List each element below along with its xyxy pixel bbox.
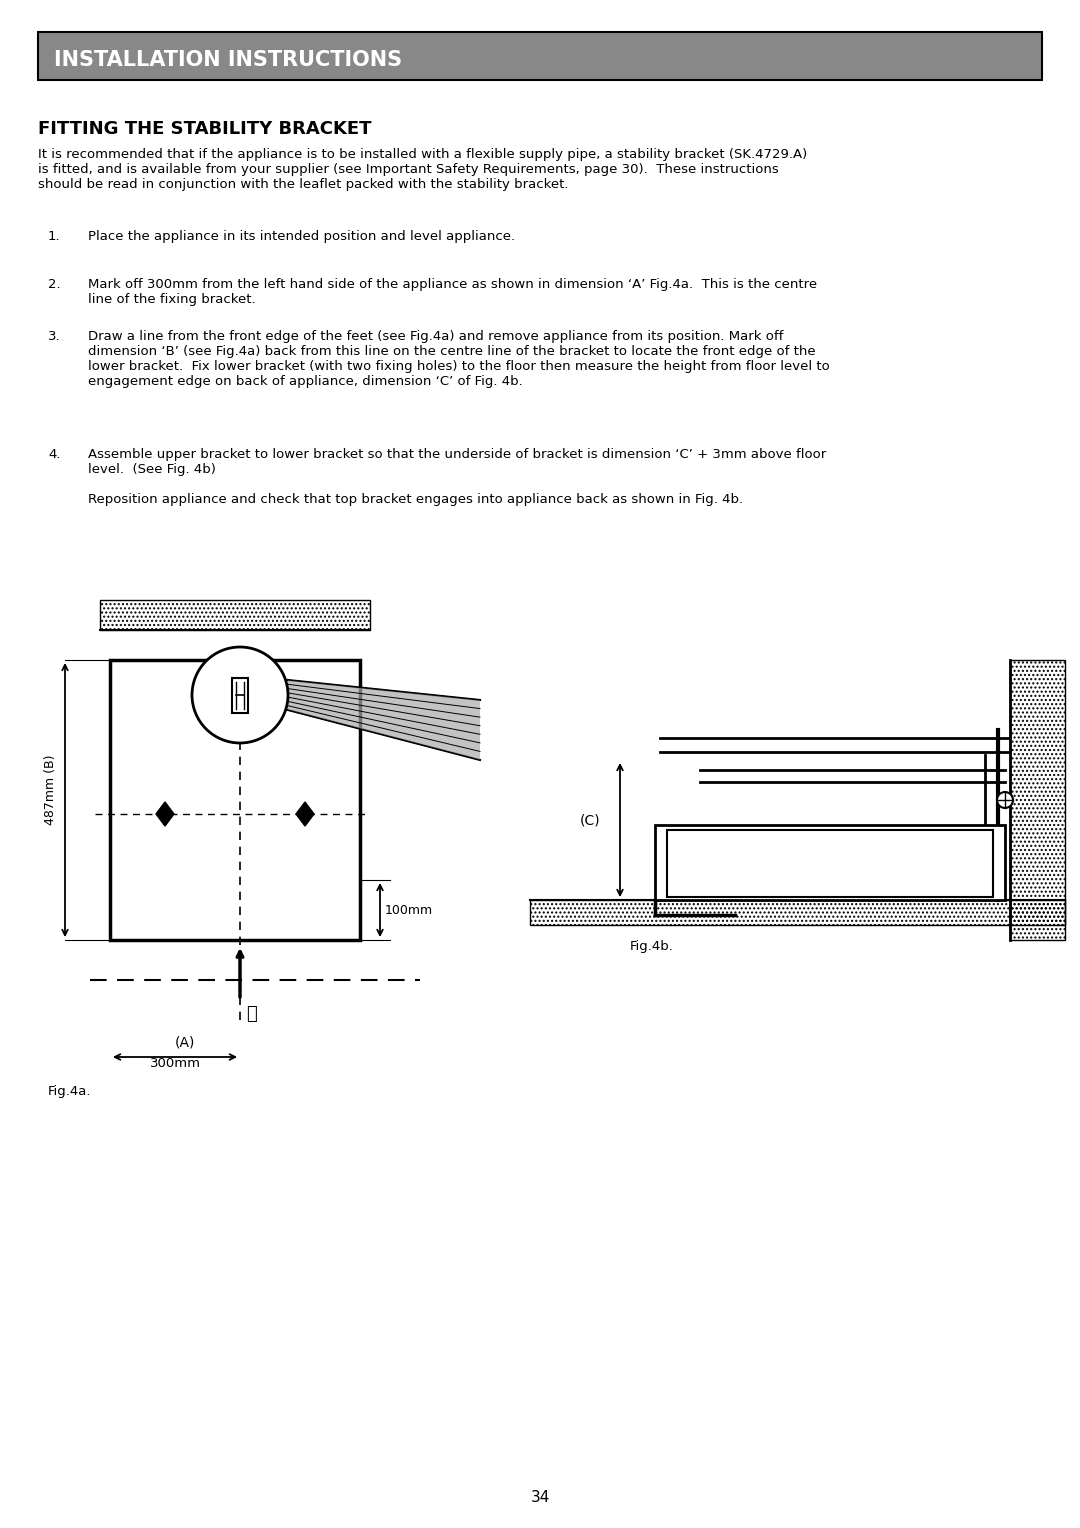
Bar [667, 830, 993, 897]
Bar [654, 825, 1005, 900]
Bar [110, 660, 360, 940]
Text: Fig.4b.: Fig.4b. [630, 940, 674, 953]
Text: INSTALLATION INSTRUCTIONS: INSTALLATION INSTRUCTIONS [54, 50, 402, 70]
Polygon shape [296, 802, 314, 827]
Text: It is recommended that if the appliance is to be installed with a flexible suppl: It is recommended that if the appliance … [38, 148, 807, 191]
Text: FITTING THE STABILITY BRACKET: FITTING THE STABILITY BRACKET [38, 121, 372, 138]
Bar [530, 900, 1065, 924]
Text: Mark off 300mm from the left hand side of the appliance as shown in dimension ‘A: Mark off 300mm from the left hand side o… [87, 278, 818, 306]
Text: 34: 34 [530, 1490, 550, 1505]
Text: Assemble upper bracket to lower bracket so that the underside of bracket is dime: Assemble upper bracket to lower bracket … [87, 448, 826, 506]
Polygon shape [288, 680, 480, 759]
Text: ℄: ℄ [246, 1005, 257, 1024]
Circle shape [192, 646, 288, 743]
Text: (A): (A) [175, 1034, 195, 1050]
Text: Fig.4a.: Fig.4a. [48, 1085, 92, 1099]
FancyBboxPatch shape [38, 32, 1042, 79]
Text: 3.: 3. [48, 330, 60, 342]
Text: 487mm (B): 487mm (B) [44, 755, 57, 825]
Text: 300mm: 300mm [149, 1057, 201, 1070]
Text: 4.: 4. [48, 448, 60, 461]
Bar [232, 678, 248, 714]
Text: Place the appliance in its intended position and level appliance.: Place the appliance in its intended posi… [87, 231, 515, 243]
Polygon shape [156, 802, 174, 827]
Text: 2.: 2. [48, 278, 60, 290]
Text: 1.: 1. [48, 231, 60, 243]
Text: 100mm: 100mm [384, 903, 433, 917]
Text: (C): (C) [580, 813, 600, 827]
Bar [1010, 660, 1065, 940]
Circle shape [997, 792, 1013, 808]
Bar [100, 601, 370, 630]
Text: Draw a line from the front edge of the feet (see Fig.4a) and remove appliance fr: Draw a line from the front edge of the f… [87, 330, 829, 388]
